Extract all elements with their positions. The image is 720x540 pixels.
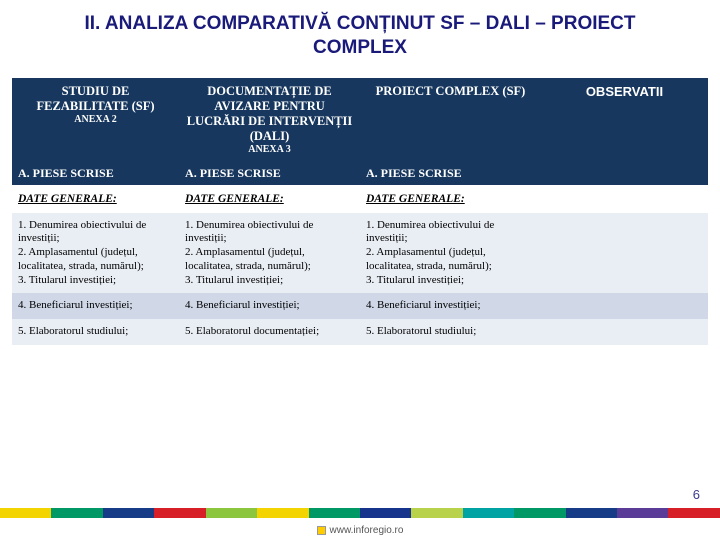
cell-r3c2: 5. Elaboratorul documentației; <box>179 319 360 345</box>
page-title: II. ANALIZA COMPARATIVĂ CONȚINUT SF – DA… <box>0 0 720 78</box>
sect-c4 <box>541 185 708 213</box>
cell-r1c3: 1. Denumirea obiectivului de investiții;… <box>360 213 541 294</box>
sub-c2: A. PIESE SCRISE <box>179 162 360 185</box>
hdr-col2-main: DOCUMENTAȚIE DE AVIZARE PENTRU LUCRĂRI D… <box>187 84 353 143</box>
footer-color-stripe <box>0 508 720 518</box>
section-row: DATE GENERALE: DATE GENERALE: DATE GENER… <box>12 185 708 213</box>
hdr-col1: STUDIU DE FEZABILITATE (SF) ANEXA 2 <box>12 78 179 162</box>
hdr-col2: DOCUMENTAȚIE DE AVIZARE PENTRU LUCRĂRI D… <box>179 78 360 162</box>
table-header-row: STUDIU DE FEZABILITATE (SF) ANEXA 2 DOCU… <box>12 78 708 162</box>
hdr-col3-main: PROIECT COMPLEX (SF) <box>376 84 526 98</box>
subheader-row: A. PIESE SCRISE A. PIESE SCRISE A. PIESE… <box>12 162 708 185</box>
hdr-col3: PROIECT COMPLEX (SF) <box>360 78 541 162</box>
sect-c2: DATE GENERALE: <box>179 185 360 213</box>
hdr-col1-sub: ANEXA 2 <box>18 114 173 126</box>
hdr-col1-main: STUDIU DE FEZABILITATE (SF) <box>37 84 155 113</box>
page-number: 6 <box>693 487 700 502</box>
footer-label: www.inforegio.ro <box>0 525 720 536</box>
cell-r2c4 <box>541 293 708 319</box>
table-row: 4. Beneficiarul investiției; 4. Benefici… <box>12 293 708 319</box>
inforegio-icon <box>317 526 326 535</box>
sect-c3: DATE GENERALE: <box>360 185 541 213</box>
sub-c4 <box>541 162 708 185</box>
cell-r2c3: 4. Beneficiarul investiției; <box>360 293 541 319</box>
cell-r3c3: 5. Elaboratorul studiului; <box>360 319 541 345</box>
cell-r2c2: 4. Beneficiarul investiției; <box>179 293 360 319</box>
cell-r3c4 <box>541 319 708 345</box>
footer-text: www.inforegio.ro <box>330 525 404 536</box>
cell-r3c1: 5. Elaboratorul studiului; <box>12 319 179 345</box>
table-row: 5. Elaboratorul studiului; 5. Elaborator… <box>12 319 708 345</box>
table-row: 1. Denumirea obiectivului de investiții;… <box>12 213 708 294</box>
cell-r1c2: 1. Denumirea obiectivului de investiții;… <box>179 213 360 294</box>
cell-r2c1: 4. Beneficiarul investiției; <box>12 293 179 319</box>
comparison-table: STUDIU DE FEZABILITATE (SF) ANEXA 2 DOCU… <box>12 78 708 345</box>
sect-c1: DATE GENERALE: <box>12 185 179 213</box>
sub-c1: A. PIESE SCRISE <box>12 162 179 185</box>
sub-c3: A. PIESE SCRISE <box>360 162 541 185</box>
hdr-col2-sub: ANEXA 3 <box>185 144 354 156</box>
cell-r1c1: 1. Denumirea obiectivului de investiții;… <box>12 213 179 294</box>
cell-r1c4 <box>541 213 708 294</box>
hdr-col4: OBSERVATII <box>541 78 708 162</box>
